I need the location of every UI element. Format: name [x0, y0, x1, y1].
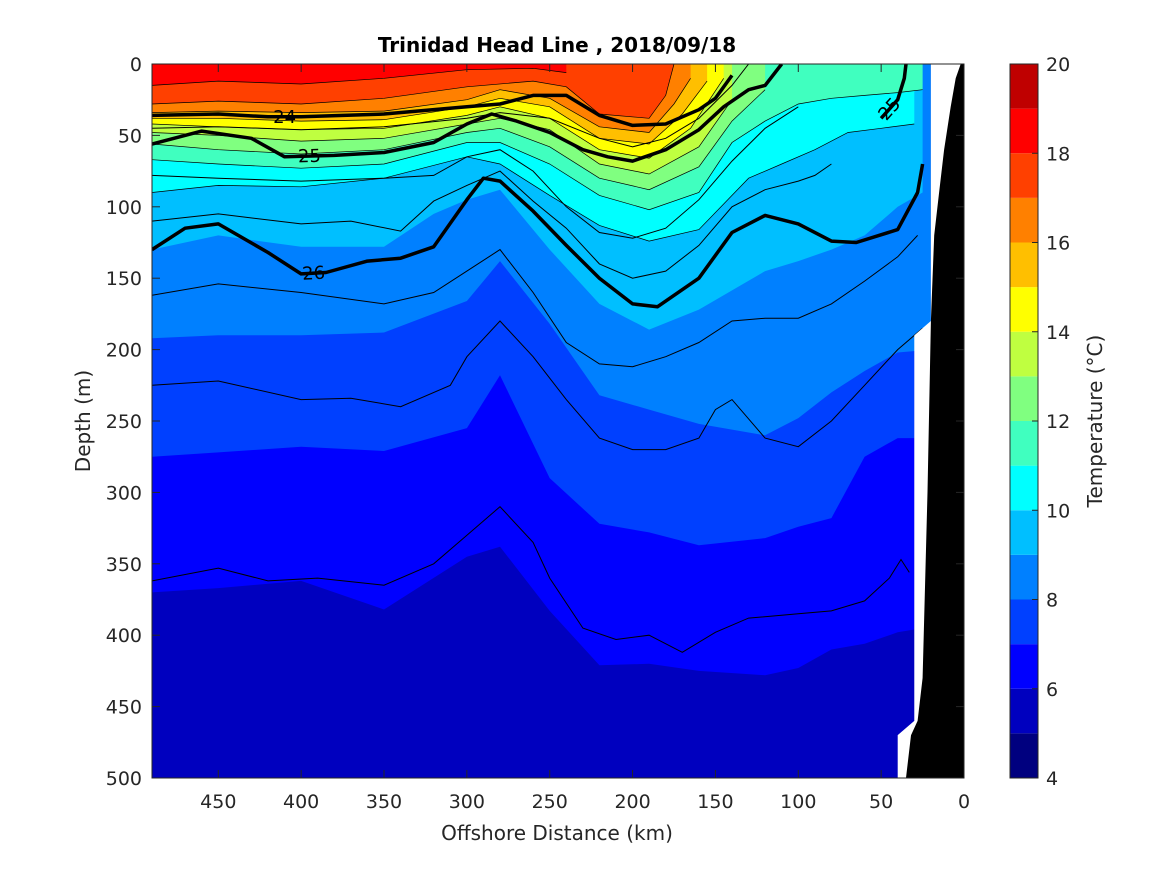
temperature-contour-18: [152, 67, 567, 86]
colorbar-tick-label: 18: [1046, 143, 1070, 165]
density-contour-thin-4: [152, 106, 799, 239]
y-tick-label: 250: [106, 411, 142, 433]
y-tick-label: 50: [118, 125, 142, 147]
y-tick-label: 200: [106, 340, 142, 362]
colorbar-swatch: [1010, 421, 1038, 466]
colorbar-tick-label: 4: [1046, 768, 1058, 790]
x-tick-label: 300: [449, 791, 485, 813]
colorbar-swatch: [1010, 153, 1038, 198]
y-axis: 0 50 100 150 200 250 300 350 400 450 500: [106, 54, 964, 790]
density-contour-thin-0: [152, 506, 910, 653]
colorbar-swatch: [1010, 331, 1038, 377]
density-contour-24: [152, 74, 734, 128]
colorbar-swatch: [1010, 733, 1038, 778]
temperature-contour-14: [152, 78, 724, 159]
temperature-band-18: [152, 64, 567, 86]
y-tick-label: 450: [106, 697, 142, 719]
colorbar-swatch: [1010, 376, 1038, 421]
temperature-contour-10: [152, 123, 915, 242]
contour-label-26: 26: [302, 263, 326, 285]
x-tick-label: 0: [958, 791, 970, 813]
colorbar-tick-label: 20: [1046, 54, 1070, 76]
x-tick-label: 200: [614, 791, 650, 813]
colorbar-swatch: [1010, 688, 1038, 734]
y-tick-label: 0: [130, 54, 142, 76]
colorbar-swatch: [1010, 242, 1038, 288]
x-tick-label: 250: [532, 791, 568, 813]
colorbar-swatch: [1010, 599, 1038, 645]
y-tick-label: 400: [106, 625, 142, 647]
colorbar-swatch: [1010, 108, 1038, 154]
x-axis: 450 400 350 300 250 200 150 100 50 0: [200, 64, 970, 813]
colorbar-tick-label: 12: [1046, 411, 1070, 433]
temperature-contour-13: [152, 99, 733, 175]
colorbar-tick-label: 16: [1046, 233, 1070, 255]
y-tick-label: 350: [106, 554, 142, 576]
contour-label-25: 25: [298, 146, 321, 168]
colorbar: 4 6 8 10 12 14 16 18 20: [1009, 54, 1070, 790]
y-tick-label: 500: [106, 768, 142, 790]
x-tick-label: 100: [780, 791, 816, 813]
density-contour-25: [152, 64, 784, 163]
colorbar-label: Temperature (°C): [1083, 335, 1107, 509]
y-tick-label: 300: [106, 482, 142, 504]
temperature-contour-15: [152, 80, 708, 145]
y-tick-label: 100: [106, 197, 142, 219]
x-tick-label: 350: [366, 791, 402, 813]
y-axis-label: Depth (m): [71, 370, 95, 472]
colorbar-tick-label: 6: [1046, 679, 1058, 701]
colorbar-tick-label: 14: [1046, 322, 1070, 344]
seafloor-bathymetry: [906, 64, 964, 778]
density-contour-thin-2: [152, 235, 918, 368]
x-tick-label: 400: [283, 791, 319, 813]
y-tick-label: 150: [106, 268, 142, 290]
temperature-contour-17: [152, 64, 675, 119]
temperature-contour-12: [152, 89, 766, 191]
colorbar-tick-label: 8: [1046, 590, 1058, 612]
x-tick-label: 50: [869, 791, 893, 813]
density-contour-25: [879, 64, 908, 120]
colorbar-swatch: [1010, 64, 1038, 109]
x-tick-label: 150: [697, 791, 733, 813]
temperature-contour-11: [152, 89, 923, 211]
contour-label-24: 24: [273, 107, 296, 128]
chart-title: Trinidad Head Line , 2018/09/18: [378, 33, 736, 57]
colorbar-swatch: [1010, 197, 1038, 243]
x-tick-label: 450: [200, 791, 236, 813]
density-contour-26: [152, 163, 925, 309]
colorbar-swatch: [1010, 644, 1038, 689]
density-contour-thin-1: [152, 320, 923, 451]
x-axis-label: Offshore Distance (km): [441, 821, 673, 845]
colorbar-swatch: [1010, 554, 1038, 600]
density-contour-thin-3: [152, 163, 832, 279]
colorbar-swatch: [1010, 287, 1038, 332]
colorbar-swatch: [1010, 465, 1038, 511]
colorbar-tick-label: 10: [1046, 500, 1070, 522]
colorbar-swatch: [1010, 510, 1038, 555]
